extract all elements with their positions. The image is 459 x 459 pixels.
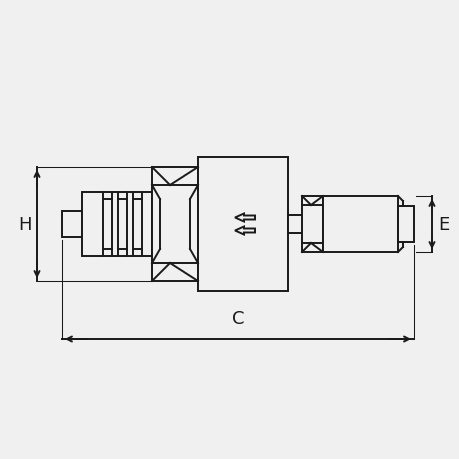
Bar xyxy=(302,196,322,252)
Bar xyxy=(322,196,397,252)
Bar xyxy=(151,168,197,281)
Bar xyxy=(62,212,82,237)
Text: H: H xyxy=(18,216,32,234)
Text: C: C xyxy=(231,309,244,327)
Text: E: E xyxy=(437,216,448,234)
Bar xyxy=(287,216,308,234)
Polygon shape xyxy=(235,214,254,222)
Bar xyxy=(82,193,151,257)
Polygon shape xyxy=(235,227,254,235)
Bar xyxy=(397,207,413,242)
Bar xyxy=(197,157,287,291)
